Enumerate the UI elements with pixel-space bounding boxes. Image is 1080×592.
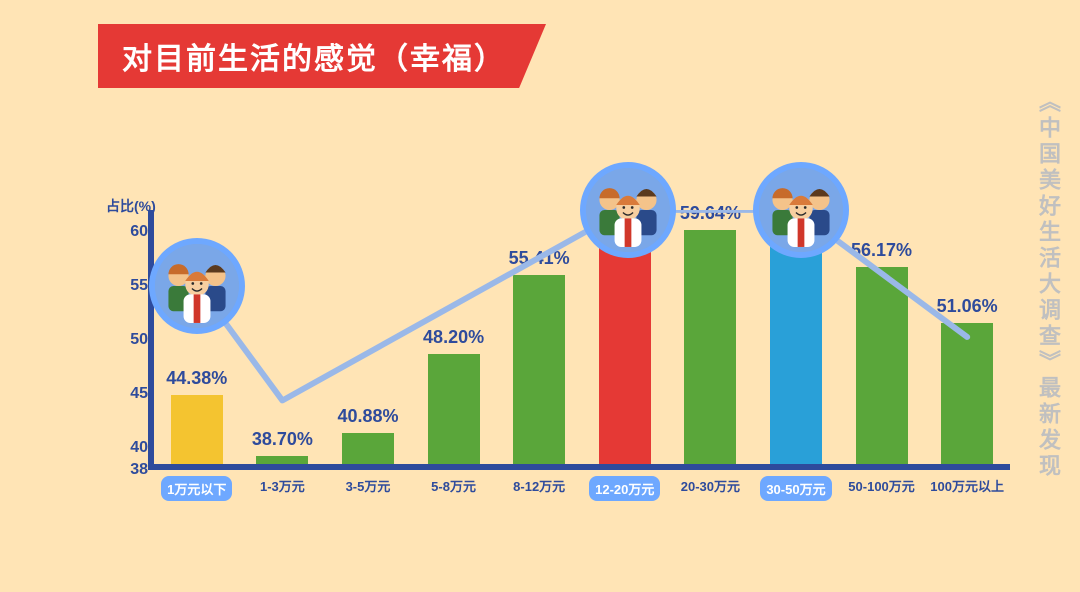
- bar-value-label: 56.17%: [851, 240, 912, 261]
- bar: 55.41%: [513, 275, 565, 464]
- title-banner: 对目前生活的感觉（幸福）: [98, 24, 546, 88]
- bar-slot: 40.88%: [325, 210, 411, 464]
- x-axis-label: 8-12万元: [496, 476, 582, 501]
- bar-slot: 48.20%: [411, 210, 497, 464]
- x-axis-label: 3-5万元: [325, 476, 411, 501]
- bar-slot: 59.64%: [668, 210, 754, 464]
- bar: 59.64%: [684, 230, 736, 464]
- bar-value-label: 55.41%: [509, 248, 570, 269]
- bar-slot: 38.70%: [240, 210, 326, 464]
- bar-slot: 55.41%: [496, 210, 582, 464]
- bar-slot: 51.06%: [924, 210, 1010, 464]
- x-axis-label: 30-50万元: [753, 476, 839, 501]
- x-axis-label: 1万元以下: [154, 476, 240, 501]
- y-tick: 50: [118, 331, 148, 349]
- x-axis-label: 1-3万元: [240, 476, 326, 501]
- bar-value-label: 40.88%: [337, 406, 398, 427]
- bar-slot: 60.24%: [582, 210, 668, 464]
- y-tick: 40: [118, 439, 148, 457]
- bars-container: 44.38% 38.70% 40.88% 48.20% 55.41% 60.24% 59.6…: [154, 210, 1010, 464]
- bar: 38.70%: [256, 456, 308, 464]
- x-axis-label: 50-100万元: [839, 476, 925, 501]
- bar-value-label: 60.23%: [765, 196, 826, 217]
- bar-value-label: 60.24%: [594, 196, 655, 217]
- bar: 56.17%: [856, 267, 908, 464]
- bar-value-label: 59.64%: [680, 203, 741, 224]
- y-tick: 38: [118, 461, 148, 479]
- x-axis-label: 12-20万元: [582, 476, 668, 501]
- bar-chart: 占比(%) 384045505560 44.38%38.70%40.88%48.…: [110, 210, 1010, 530]
- bar-slot: 44.38%: [154, 210, 240, 464]
- bar-value-label: 44.38%: [166, 368, 227, 389]
- x-axis-label: 20-30万元: [668, 476, 754, 501]
- bar-slot: 56.17%: [839, 210, 925, 464]
- x-axis-labels: 1万元以下1-3万元3-5万元5-8万元8-12万元12-20万元20-30万元…: [154, 464, 1010, 501]
- x-axis-label: 100万元以上: [924, 476, 1010, 501]
- bar: 44.38%: [171, 395, 223, 464]
- bar: 51.06%: [941, 323, 993, 464]
- y-tick: 60: [118, 223, 148, 241]
- bar: 60.23%: [770, 223, 822, 464]
- y-tick: 55: [118, 277, 148, 295]
- bar-slot: 60.23%: [753, 210, 839, 464]
- bar: 40.88%: [342, 433, 394, 464]
- x-axis-label: 5-8万元: [411, 476, 497, 501]
- bar-value-label: 48.20%: [423, 327, 484, 348]
- bar: 48.20%: [428, 354, 480, 465]
- source-side-text: 《中国美好生活大调查》最新发现: [1032, 90, 1064, 480]
- bar: 60.24%: [599, 223, 651, 464]
- bar-value-label: 51.06%: [937, 296, 998, 317]
- bar-value-label: 38.70%: [252, 429, 313, 450]
- y-tick: 45: [118, 385, 148, 403]
- plot-area: 384045505560 44.38%38.70%40.88%48.20%55.…: [148, 210, 1010, 470]
